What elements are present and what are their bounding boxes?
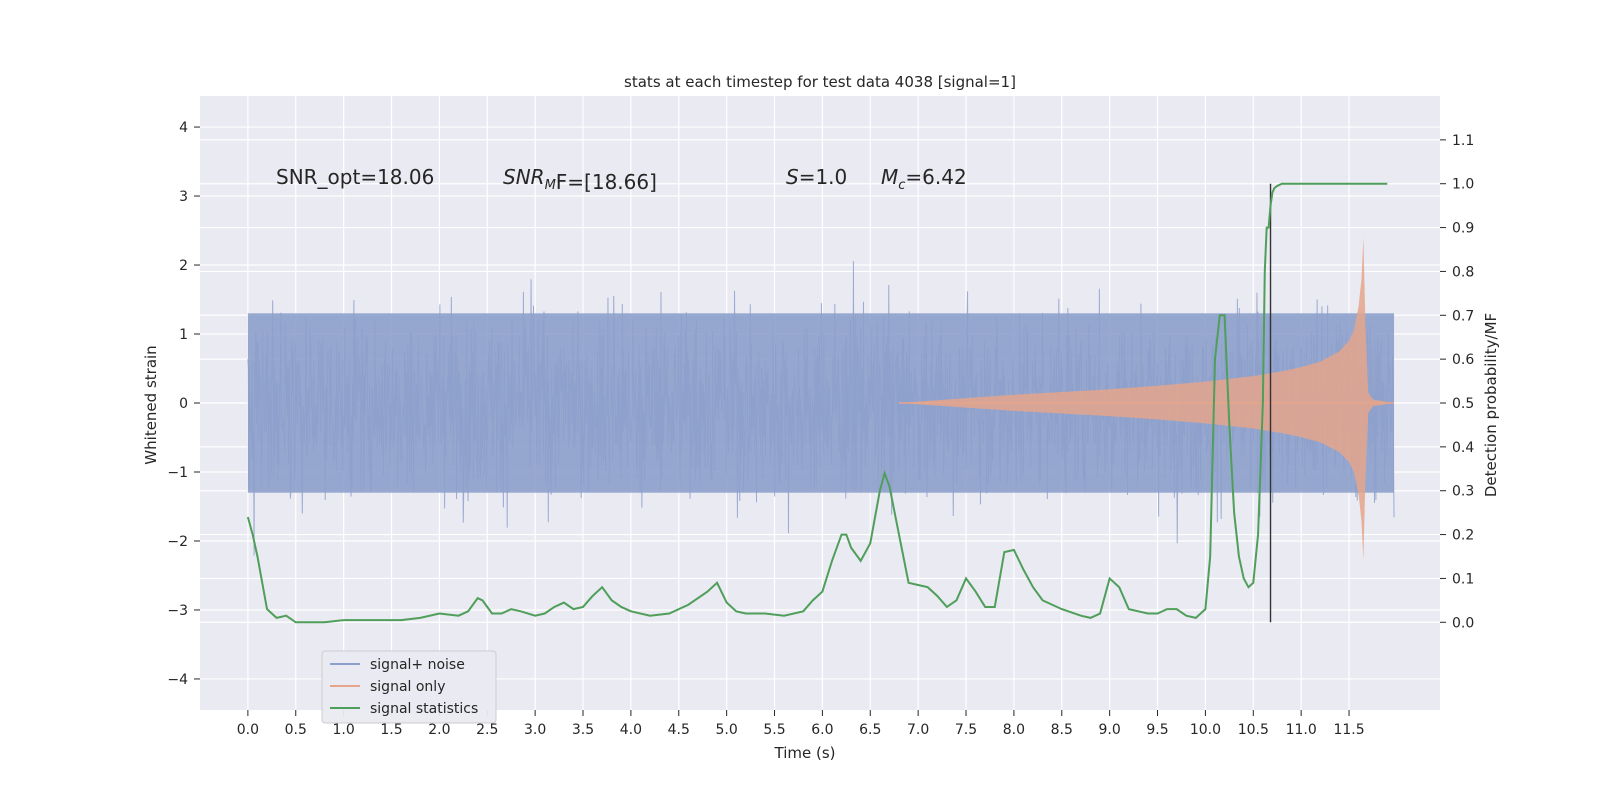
- right-y-tick-label: 0.7: [1452, 308, 1474, 324]
- legend-label-signal-noise: signal+ noise: [370, 657, 465, 673]
- s-label: S: [786, 165, 799, 189]
- annotations: SNR_opt=18.06 SNRMF=[18.66] S=1.0 Mc=6.4…: [276, 165, 967, 194]
- right-y-tick-label: 0.4: [1452, 440, 1474, 456]
- left-y-tick-label: −3: [167, 603, 188, 619]
- x-tick-label: 7.5: [955, 722, 977, 738]
- x-tick-label: 0.5: [285, 722, 307, 738]
- snr-mf-annotation: SNRMF=[18.66]: [503, 165, 657, 194]
- snr-mf-label: SNR: [503, 165, 545, 189]
- legend: signal+ noise signal only signal statist…: [321, 650, 497, 724]
- x-tick-label: 11.5: [1333, 722, 1364, 738]
- x-tick-label: 6.0: [811, 722, 833, 738]
- mc-annotation: Mc=6.42: [881, 165, 967, 193]
- right-y-tick-label: 0.0: [1452, 615, 1474, 631]
- x-tick-label: 10.5: [1238, 722, 1269, 738]
- right-y-tick-label: 0.2: [1452, 528, 1474, 544]
- x-tick-label: 3.0: [524, 722, 546, 738]
- right-y-axis-label: Detection probability/MF: [1482, 313, 1500, 497]
- x-tick-label: 2.0: [428, 722, 450, 738]
- legend-label-signal-statistics: signal statistics: [370, 701, 478, 717]
- left-y-axis-ticks: 4 3 2 1 0 −1 −2 −3 −4: [167, 120, 200, 688]
- signal-statistics-line: [246, 182, 1388, 624]
- left-y-tick-label: −4: [167, 672, 188, 688]
- legend-label-signal-only: signal only: [370, 679, 445, 695]
- x-tick-label: 9.5: [1146, 722, 1168, 738]
- right-y-tick-label: 1.0: [1452, 177, 1474, 193]
- signal-only-envelope: [899, 237, 1395, 561]
- left-y-tick-label: 0: [179, 396, 188, 412]
- x-tick-label: 4.5: [668, 722, 690, 738]
- right-y-tick-label: 1.1: [1452, 133, 1474, 149]
- left-y-tick-label: 1: [179, 327, 188, 343]
- right-y-tick-label: 0.6: [1452, 352, 1474, 368]
- mc-value: =6.42: [905, 165, 966, 189]
- mc-label: M: [881, 165, 898, 189]
- x-tick-label: 8.0: [1003, 722, 1025, 738]
- left-y-tick-label: −1: [167, 465, 188, 481]
- x-tick-label: 1.5: [380, 722, 402, 738]
- signal-statistics-series: [246, 182, 1388, 624]
- right-y-tick-label: 0.9: [1452, 221, 1474, 237]
- snr-mf-value: F=[18.66]: [556, 170, 657, 194]
- s-annotation: S=1.0: [786, 165, 847, 189]
- right-y-axis-ticks: 1.1 1.0 0.9 0.8 0.7 0.6 0.5 0.4 0.3 0.2 0.1 0.0: [1440, 133, 1474, 631]
- left-y-tick-label: 4: [179, 120, 188, 136]
- left-y-tick-label: 3: [179, 189, 188, 205]
- x-axis-label: Time (s): [774, 744, 836, 762]
- x-tick-label: 2.5: [476, 722, 498, 738]
- x-tick-label: 5.5: [763, 722, 785, 738]
- legend-box: [321, 650, 497, 724]
- snr-opt-annotation: SNR_opt=18.06: [276, 165, 434, 189]
- left-y-tick-label: −2: [167, 534, 188, 550]
- x-tick-label: 3.5: [572, 722, 594, 738]
- right-y-tick-label: 0.8: [1452, 264, 1474, 280]
- x-tick-label: 10.0: [1190, 722, 1221, 738]
- s-value: =1.0: [799, 165, 848, 189]
- x-tick-label: 7.0: [907, 722, 929, 738]
- x-tick-label: 0.0: [237, 722, 259, 738]
- x-tick-label: 11.0: [1286, 722, 1317, 738]
- signal-only-series: [898, 237, 1395, 561]
- x-tick-label: 5.0: [716, 722, 738, 738]
- right-y-tick-label: 0.5: [1452, 396, 1474, 412]
- x-axis-ticks: 0.0 0.5 1.0 1.5 2.0 2.5 3.0 3.5 4.0 4.5 5.0 5.5 6.0 6…: [237, 710, 1365, 738]
- left-y-tick-label: 2: [179, 258, 188, 274]
- left-y-axis-label: Whitened strain: [142, 345, 160, 464]
- x-tick-label: 1.0: [332, 722, 354, 738]
- x-tick-label: 8.5: [1051, 722, 1073, 738]
- x-tick-label: 4.0: [620, 722, 642, 738]
- x-tick-label: 9.0: [1099, 722, 1121, 738]
- snr-mf-subscript: M: [545, 178, 556, 193]
- right-y-tick-label: 0.3: [1452, 484, 1474, 500]
- mc-subscript: c: [898, 178, 905, 193]
- chart-title: stats at each timestep for test data 403…: [624, 73, 1016, 91]
- x-tick-label: 6.5: [859, 722, 881, 738]
- right-y-tick-label: 0.1: [1452, 571, 1474, 587]
